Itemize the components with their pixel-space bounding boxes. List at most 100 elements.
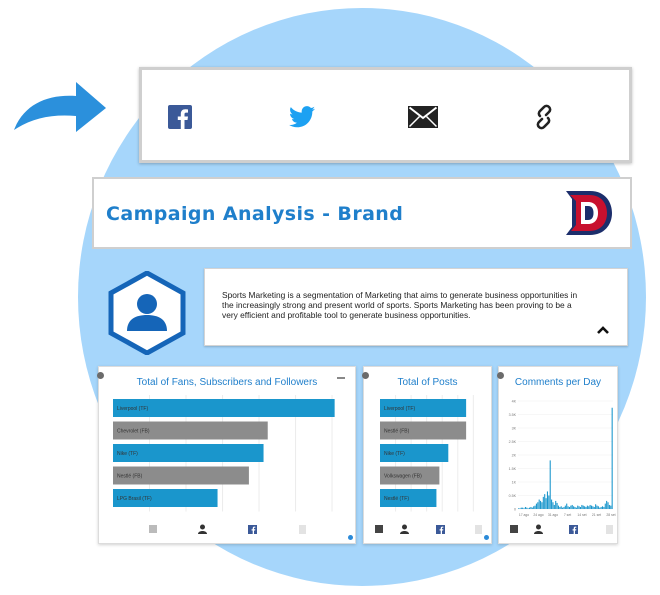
user-icon[interactable]: [196, 523, 208, 535]
bar[interactable]: [552, 502, 554, 509]
bar[interactable]: [592, 506, 594, 509]
bar[interactable]: [531, 507, 533, 509]
table-icon[interactable]: [508, 523, 520, 535]
user-icon[interactable]: [398, 523, 410, 535]
table-icon[interactable]: [147, 523, 159, 535]
bar[interactable]: [596, 505, 598, 509]
bar[interactable]: [581, 504, 583, 509]
bar[interactable]: [589, 504, 591, 509]
bar[interactable]: [380, 466, 440, 485]
bar[interactable]: [597, 506, 599, 509]
bar[interactable]: [534, 505, 536, 509]
user-icon[interactable]: [532, 523, 544, 535]
bar[interactable]: [593, 506, 595, 509]
bar[interactable]: [113, 489, 218, 507]
bar[interactable]: [603, 506, 605, 509]
bar[interactable]: [557, 505, 560, 509]
bar[interactable]: [560, 506, 562, 509]
bar[interactable]: [571, 504, 573, 509]
bar[interactable]: [553, 504, 555, 509]
bar[interactable]: [586, 505, 588, 509]
bar[interactable]: [113, 399, 335, 417]
bar[interactable]: [568, 506, 571, 509]
panel-handle[interactable]: [497, 372, 504, 379]
bar[interactable]: [584, 506, 586, 509]
facebook-small-icon[interactable]: [567, 523, 579, 535]
bar[interactable]: [113, 421, 268, 440]
bar[interactable]: [559, 506, 561, 509]
bar[interactable]: [520, 507, 522, 509]
bar[interactable]: [519, 508, 521, 509]
bar[interactable]: [578, 506, 580, 509]
bar[interactable]: [604, 503, 606, 509]
bar[interactable]: [585, 506, 587, 509]
bar[interactable]: [538, 499, 540, 509]
bar[interactable]: [563, 506, 565, 509]
bar[interactable]: [579, 506, 582, 509]
bar[interactable]: [524, 506, 526, 509]
bar[interactable]: [595, 504, 597, 509]
bar[interactable]: [542, 496, 544, 509]
bar[interactable]: [380, 444, 449, 462]
bar[interactable]: [549, 460, 551, 509]
bar[interactable]: [610, 505, 612, 509]
bar[interactable]: [548, 495, 550, 510]
bar[interactable]: [567, 506, 569, 509]
bar[interactable]: [113, 466, 249, 485]
bar[interactable]: [529, 507, 531, 509]
bar[interactable]: [574, 506, 576, 509]
bar[interactable]: [380, 489, 437, 507]
bar[interactable]: [564, 505, 566, 509]
bar[interactable]: [526, 507, 528, 509]
facebook-small-icon[interactable]: [434, 523, 446, 535]
bar[interactable]: [600, 506, 602, 509]
bar[interactable]: [527, 508, 529, 509]
bar[interactable]: [540, 500, 542, 509]
bar[interactable]: [530, 506, 532, 509]
bar[interactable]: [544, 494, 546, 509]
bar[interactable]: [380, 421, 467, 440]
bar[interactable]: [546, 491, 548, 509]
bar[interactable]: [555, 500, 557, 509]
bar[interactable]: [599, 507, 601, 509]
bar[interactable]: [601, 506, 604, 509]
bar[interactable]: [608, 504, 610, 509]
bar[interactable]: [575, 507, 577, 509]
bar[interactable]: [573, 506, 575, 509]
bar[interactable]: [522, 507, 524, 509]
table-icon[interactable]: [373, 523, 385, 535]
bar[interactable]: [570, 505, 572, 509]
bar[interactable]: [545, 498, 547, 509]
bar[interactable]: [582, 505, 584, 509]
facebook-icon[interactable]: [165, 102, 195, 132]
bar[interactable]: [533, 506, 535, 509]
bar[interactable]: [566, 503, 568, 509]
bar[interactable]: [590, 505, 593, 509]
scroll-indicator[interactable]: [484, 535, 489, 540]
twitter-icon[interactable]: [287, 102, 317, 132]
scroll-indicator[interactable]: [348, 535, 353, 540]
chevron-up-icon[interactable]: [597, 325, 609, 335]
bar[interactable]: [556, 502, 558, 509]
facebook-small-icon[interactable]: [246, 523, 258, 535]
bar[interactable]: [518, 508, 520, 509]
document-icon[interactable]: [472, 523, 484, 535]
bar[interactable]: [541, 502, 543, 509]
bar[interactable]: [562, 507, 564, 509]
panel-handle[interactable]: [97, 372, 104, 379]
bar[interactable]: [577, 505, 579, 509]
bar[interactable]: [588, 506, 590, 509]
bar[interactable]: [607, 502, 609, 509]
bar[interactable]: [523, 508, 525, 509]
bar[interactable]: [535, 503, 537, 509]
bar[interactable]: [380, 399, 467, 417]
bar[interactable]: [113, 444, 264, 462]
bar[interactable]: [551, 499, 553, 509]
document-icon[interactable]: [603, 523, 615, 535]
bar[interactable]: [611, 407, 613, 509]
link-icon[interactable]: [529, 102, 559, 132]
bar[interactable]: [606, 500, 608, 509]
bar[interactable]: [537, 502, 539, 509]
panel-menu-icon[interactable]: [337, 377, 345, 379]
mail-icon[interactable]: [408, 102, 438, 132]
